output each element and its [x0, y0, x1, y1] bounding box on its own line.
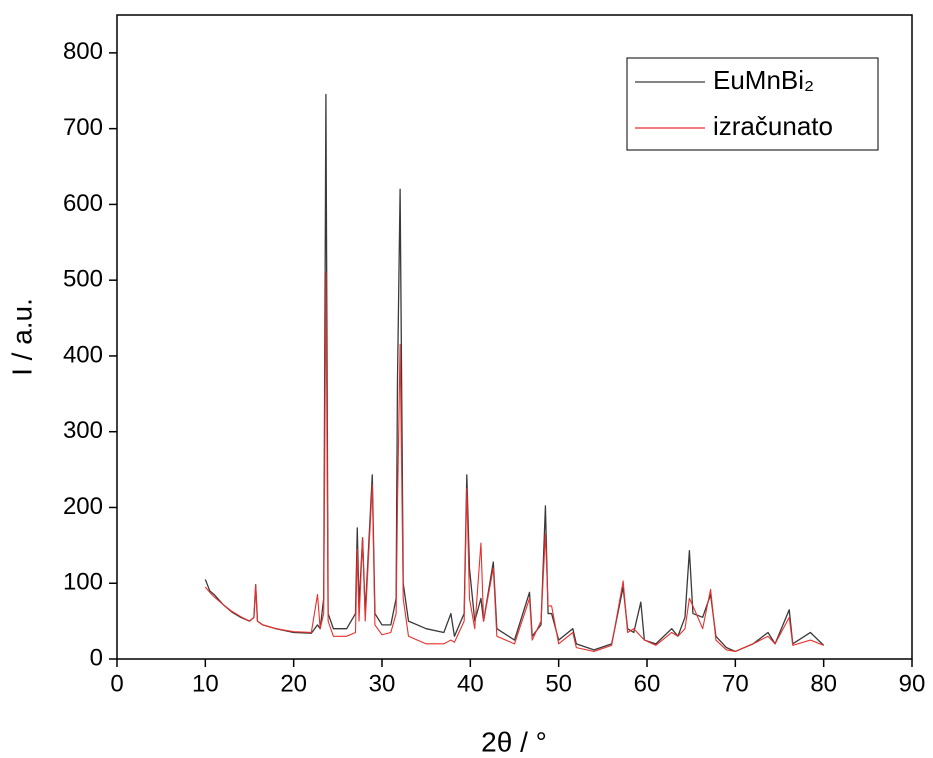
- plot-frame: [116, 14, 913, 660]
- y-tick-label: 700: [63, 114, 103, 141]
- x-tick-label: 30: [369, 670, 396, 697]
- legend-label: EuMnBi₂: [713, 65, 814, 95]
- x-tick-label: 50: [545, 670, 572, 697]
- y-tick-label: 400: [63, 341, 103, 368]
- x-tick-label: 60: [634, 670, 661, 697]
- x-tick-label: 10: [192, 670, 219, 697]
- y-axis-title: I / a.u.: [6, 298, 37, 376]
- y-tick-label: 300: [63, 417, 103, 444]
- x-axis-title: 2θ / °: [481, 726, 547, 757]
- y-tick-label: 500: [63, 266, 103, 293]
- y-tick-label: 800: [63, 38, 103, 65]
- legend-label: izračunato: [713, 111, 833, 141]
- x-tick-label: 0: [110, 670, 123, 697]
- y-tick-label: 100: [63, 569, 103, 596]
- y-tick-label: 600: [63, 190, 103, 217]
- legend-box: [626, 57, 879, 151]
- data-line: [204, 93, 825, 653]
- x-tick-label: 80: [810, 670, 837, 697]
- y-tick-label: 0: [90, 644, 103, 671]
- x-tick-label: 40: [457, 670, 484, 697]
- y-tick-label: 200: [63, 493, 103, 520]
- x-tick-label: 70: [722, 670, 749, 697]
- x-tick-label: 20: [280, 670, 307, 697]
- data-line: [204, 272, 824, 652]
- x-tick-label: 90: [899, 670, 926, 697]
